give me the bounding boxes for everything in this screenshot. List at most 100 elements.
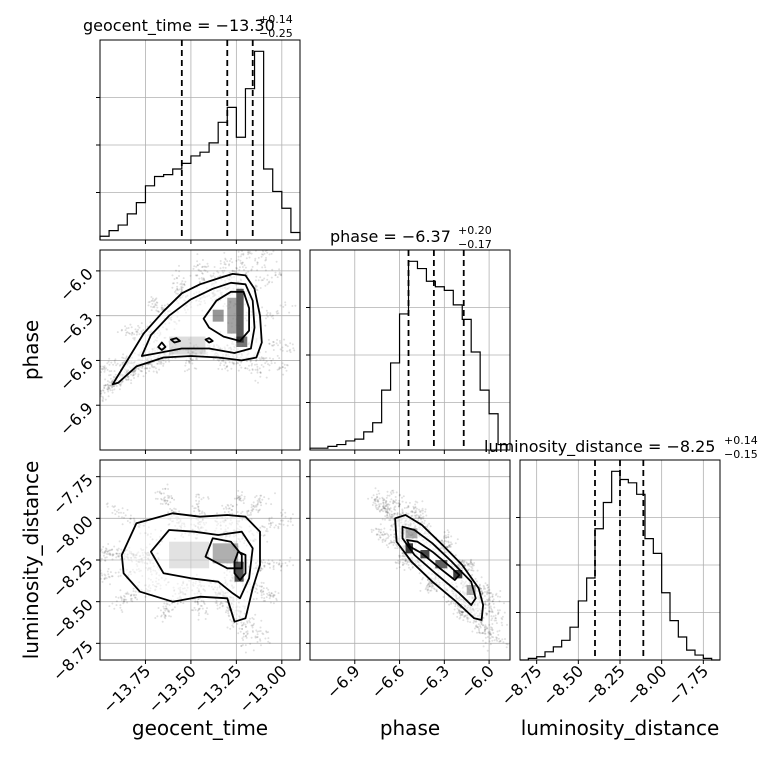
scatter-point [375, 528, 378, 531]
scatter-point [127, 376, 129, 378]
scatter-point [242, 639, 245, 641]
scatter-point [206, 270, 209, 273]
scatter-point [148, 370, 151, 373]
scatter-point [106, 388, 109, 390]
scatter-point [154, 497, 157, 500]
scatter-point [197, 614, 200, 617]
scatter-point [155, 297, 158, 300]
y-tick-label: −7.75 [49, 470, 97, 518]
scatter-point [262, 534, 265, 537]
scatter-point [258, 585, 261, 588]
scatter-point [429, 589, 432, 592]
scatter-point [278, 273, 281, 276]
scatter-point [251, 265, 254, 268]
scatter-point [135, 330, 138, 333]
scatter-point [491, 627, 494, 629]
scatter-point [273, 594, 276, 597]
scatter-point [238, 627, 241, 630]
scatter-point [221, 269, 224, 272]
scatter-point [371, 504, 374, 506]
scatter-point [103, 365, 106, 368]
scatter-point [259, 590, 262, 593]
scatter-point [195, 274, 198, 277]
scatter-point [125, 378, 128, 381]
scatter-point [490, 607, 493, 610]
scatter-point [120, 548, 123, 551]
scatter-point [381, 518, 384, 521]
scatter-point [421, 520, 424, 523]
scatter-point [461, 561, 464, 564]
scatter-point [383, 507, 386, 510]
scatter-point [123, 600, 126, 603]
scatter-point [120, 511, 122, 514]
scatter-point [133, 593, 135, 596]
scatter-point [489, 599, 492, 602]
scatter-point [152, 370, 155, 373]
scatter-point [102, 367, 105, 370]
scatter-point [247, 247, 249, 249]
scatter-point [231, 512, 234, 515]
scatter-point [156, 362, 159, 365]
scatter-point [250, 518, 253, 521]
scatter-point [413, 514, 416, 517]
scatter-point [244, 651, 247, 654]
scatter-point [232, 622, 235, 625]
scatter-point [103, 387, 106, 390]
density-cell [212, 309, 224, 322]
scatter-point [179, 600, 182, 603]
scatter-point [279, 273, 282, 275]
scatter-point [254, 363, 256, 366]
scatter-point [202, 496, 205, 499]
scatter-point [378, 503, 381, 506]
scatter-point [188, 368, 190, 371]
scatter-point [489, 605, 492, 608]
scatter-point [480, 621, 483, 624]
scatter-point [164, 499, 167, 502]
scatter-point [408, 566, 410, 569]
scatter-point [90, 545, 92, 547]
scatter-point [460, 611, 463, 614]
scatter-point [121, 363, 124, 366]
scatter-point [249, 621, 251, 624]
scatter-point [499, 639, 502, 642]
scatter-point [130, 373, 133, 376]
scatter-point [263, 564, 266, 567]
scatter-point [401, 512, 404, 514]
scatter-point [486, 593, 489, 596]
scatter-point [238, 364, 241, 367]
scatter-point [133, 520, 136, 523]
scatter-point [471, 563, 474, 566]
scatter-point [122, 598, 125, 601]
scatter-point [181, 283, 184, 286]
scatter-point [485, 613, 488, 616]
scatter-point [226, 607, 229, 610]
scatter-point [162, 362, 165, 365]
scatter-point [198, 496, 201, 499]
scatter-point [268, 597, 271, 600]
scatter-point [480, 590, 483, 593]
scatter-point [259, 589, 262, 592]
scatter-point [269, 522, 272, 525]
scatter-point [467, 563, 470, 565]
scatter-point [374, 500, 377, 503]
scatter-point [136, 598, 139, 601]
y-tick-label: −8.25 [49, 553, 97, 601]
scatter-point [223, 251, 226, 254]
scatter-point [154, 367, 157, 370]
scatter-point [275, 310, 278, 313]
scatter-point [271, 595, 274, 597]
scatter-point [198, 500, 201, 503]
scatter-point [453, 608, 456, 611]
scatter-point [103, 573, 106, 576]
scatter-point [449, 543, 452, 546]
scatter-point [262, 358, 265, 361]
scatter-point [118, 552, 120, 555]
scatter-point [478, 629, 481, 632]
scatter-point [398, 503, 401, 506]
scatter-point [252, 649, 255, 652]
scatter-point [198, 269, 201, 272]
scatter-point [463, 614, 466, 617]
scatter-point [275, 599, 278, 602]
scatter-point [133, 523, 136, 526]
scatter-point [260, 494, 263, 497]
